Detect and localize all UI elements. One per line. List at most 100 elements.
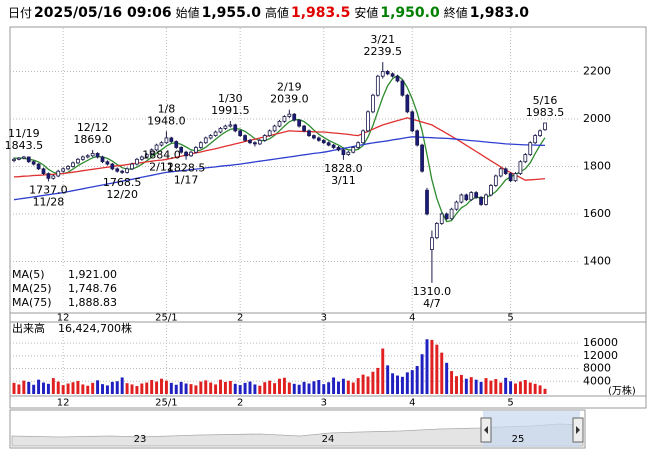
- candle-body: [277, 120, 282, 127]
- header-value: 1,983.0: [469, 5, 530, 21]
- volume-bar: [538, 385, 542, 394]
- candle-body: [257, 139, 262, 145]
- annotation-date: 12/20: [106, 188, 138, 201]
- volume-bar: [317, 380, 321, 394]
- annotation-value: 1737.0: [29, 183, 68, 196]
- volume-bar: [376, 367, 380, 394]
- volume-bar: [386, 365, 390, 394]
- volume-bar: [396, 375, 399, 394]
- legend-value: 1,888.83: [68, 296, 117, 309]
- candle-body: [95, 152, 100, 158]
- annotation-value: 1884.0: [142, 149, 181, 162]
- volume-bar: [51, 378, 55, 394]
- candle-body: [469, 192, 474, 201]
- annotation-value: 1310.0: [413, 285, 452, 298]
- annotation-date: 4/7: [423, 297, 441, 310]
- volume-bar: [356, 378, 360, 394]
- volume-bar: [327, 382, 331, 394]
- candle-body: [46, 173, 51, 179]
- candle-body: [110, 163, 115, 170]
- volume-bar: [287, 382, 291, 394]
- ma-line: [13, 136, 546, 201]
- annotation-value: 1983.5: [526, 106, 565, 119]
- annotation-value: 2039.0: [270, 93, 309, 106]
- candle-body: [425, 189, 429, 215]
- x-tick-label: 3: [321, 398, 327, 409]
- legend-name: MA(25): [12, 282, 52, 295]
- volume-bar: [450, 371, 454, 394]
- volume-bar: [214, 384, 218, 394]
- annotation-date: 2/12: [149, 161, 174, 174]
- y-tick-label: 2000: [583, 112, 611, 125]
- annotation-value: 1843.5: [5, 139, 44, 152]
- candle-body: [12, 158, 16, 161]
- candle-body: [434, 223, 439, 239]
- volume-bar: [223, 381, 227, 394]
- volume-bar: [464, 378, 468, 394]
- candle-body: [371, 94, 375, 113]
- header-label: 高値: [264, 6, 289, 20]
- volume-bar: [415, 366, 419, 394]
- volume-bar: [174, 384, 178, 394]
- header-label: 始値: [175, 6, 200, 20]
- navigator-range[interactable]: [483, 411, 580, 447]
- annotation-date: 1/30: [218, 92, 243, 105]
- volume-bar: [12, 382, 16, 394]
- volume-bar: [337, 381, 340, 394]
- volume-bar: [86, 385, 90, 394]
- volume-bar: [410, 370, 414, 394]
- volume-bar: [484, 378, 488, 394]
- candle-body: [26, 156, 31, 163]
- volume-bar: [66, 383, 70, 394]
- volume-bar: [164, 380, 168, 394]
- volume-bar: [543, 388, 547, 394]
- candle-body: [493, 175, 498, 186]
- volume-bar: [61, 385, 65, 394]
- volume-bar: [253, 384, 257, 394]
- header-value: 1,983.5: [290, 5, 351, 21]
- volume-bar: [56, 381, 60, 394]
- candle-body: [375, 75, 380, 96]
- candle-body: [331, 144, 336, 148]
- volume-bar: [371, 371, 375, 394]
- candle-body: [287, 113, 292, 117]
- volume-bar: [346, 380, 350, 394]
- volume-bar: [42, 382, 45, 394]
- candle-body: [21, 156, 26, 159]
- volume-bar: [499, 382, 503, 394]
- candle-body: [203, 137, 208, 144]
- candle-body: [159, 142, 164, 146]
- volume-bar: [459, 374, 463, 394]
- header-value: 2025/05/16 09:06: [34, 5, 172, 21]
- volume-bar: [189, 384, 193, 394]
- volume-bar: [27, 381, 31, 394]
- volume-bar: [523, 380, 527, 394]
- candle-body: [489, 185, 493, 196]
- candle-body: [31, 161, 36, 165]
- legend-value: 1,921.00: [68, 268, 117, 281]
- annotation-date: 12/12: [77, 121, 109, 134]
- candle-body: [316, 137, 321, 141]
- volume-bar: [341, 378, 345, 394]
- volume-bar: [199, 381, 203, 394]
- candle-body: [474, 192, 479, 198]
- volume-bar: [115, 381, 119, 394]
- annotation-date: 3/21: [370, 33, 395, 46]
- candle-body: [139, 156, 144, 160]
- candle-body: [61, 168, 66, 172]
- candle-body: [321, 139, 326, 144]
- candle-body: [169, 137, 174, 142]
- x-tick-label: 4: [409, 313, 415, 324]
- volume-bar: [528, 382, 532, 394]
- volume-bar: [435, 344, 439, 394]
- candle-body: [262, 135, 267, 141]
- y-tick-label: 8000: [583, 362, 611, 375]
- volume-bar: [204, 380, 208, 394]
- candle-body: [238, 130, 243, 136]
- volume-bar: [135, 386, 139, 394]
- candle-body: [533, 135, 538, 144]
- candle-body: [513, 173, 518, 182]
- volume-bar: [518, 381, 522, 394]
- volume-bar: [96, 380, 100, 394]
- x-tick-label: 25/1: [155, 398, 177, 409]
